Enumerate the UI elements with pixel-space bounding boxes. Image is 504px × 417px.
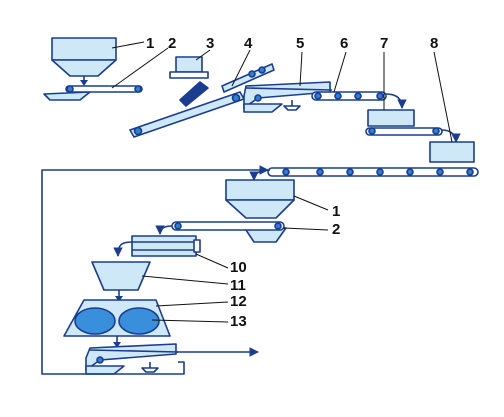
leader-lines	[111, 41, 453, 323]
label-8: 8	[430, 35, 438, 52]
screen-bottom	[85, 343, 179, 375]
feeder-1-top	[43, 85, 143, 101]
return-conveyor	[267, 167, 479, 177]
label-3: 3	[206, 35, 214, 52]
label-7: 7	[380, 35, 388, 52]
label-13: 13	[230, 313, 247, 330]
label-2-top: 2	[168, 35, 176, 52]
label-10: 10	[230, 259, 247, 276]
label-1-bottom: 1	[332, 203, 340, 220]
hopper-1-top	[51, 37, 117, 86]
labels: 1 2 3 4 5 6 7 8 1 2 10 11 12 13	[146, 35, 438, 330]
label-6: 6	[340, 35, 348, 52]
label-4: 4	[244, 35, 253, 52]
unit-7	[365, 109, 443, 136]
screen-5	[243, 81, 333, 113]
hopper-1-bottom	[225, 179, 295, 219]
label-11: 11	[230, 277, 246, 294]
separator-3	[169, 56, 209, 107]
unit-8	[429, 141, 475, 163]
conveyor-4	[221, 63, 275, 93]
recycle-loop	[41, 165, 269, 375]
funnel-11	[91, 261, 151, 302]
label-2-bottom: 2	[332, 221, 340, 238]
label-1-top: 1	[146, 35, 154, 52]
label-12: 12	[230, 293, 247, 310]
label-5: 5	[296, 35, 304, 52]
unit-10	[131, 235, 201, 257]
roll-mill-12-13	[63, 299, 171, 348]
feeder-2-bottom	[171, 221, 287, 243]
conveyor-6	[311, 91, 387, 101]
